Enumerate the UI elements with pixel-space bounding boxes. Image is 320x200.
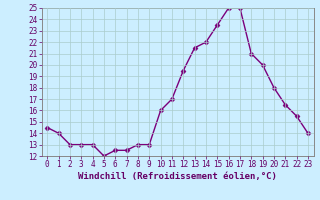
X-axis label: Windchill (Refroidissement éolien,°C): Windchill (Refroidissement éolien,°C) (78, 172, 277, 181)
